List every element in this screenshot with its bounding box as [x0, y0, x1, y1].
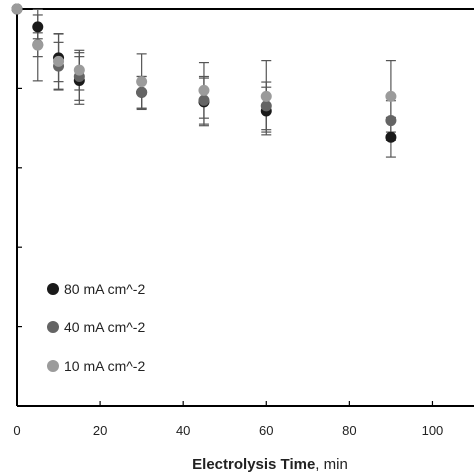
x-axis-title-main: Electrolysis Time: [192, 456, 315, 473]
legend-marker: [47, 283, 59, 295]
data-point: [53, 55, 65, 67]
x-axis-title-unit: , min: [315, 456, 348, 473]
legend-label: 80 mA cm^-2: [64, 281, 145, 297]
x-axis-title: Electrolysis Time, min: [192, 456, 348, 473]
data-point: [198, 84, 210, 96]
data-point: [11, 3, 23, 15]
legend-marker: [47, 321, 59, 333]
data-point: [260, 90, 272, 102]
data-point: [385, 90, 397, 102]
x-tick-label: 100: [422, 423, 444, 438]
data-point: [32, 39, 44, 51]
legend-label: 10 mA cm^-2: [64, 358, 145, 374]
data-point: [260, 100, 272, 112]
data-point: [136, 86, 148, 98]
data-point: [385, 115, 397, 127]
x-tick-label: 20: [93, 423, 107, 438]
data-point: [32, 21, 44, 33]
x-tick-label: 80: [342, 423, 356, 438]
legend-marker: [47, 360, 59, 372]
x-tick-label: 60: [259, 423, 273, 438]
x-tick-label: 40: [176, 423, 190, 438]
data-point: [73, 64, 85, 76]
data-point: [136, 76, 148, 88]
data-point: [198, 94, 210, 106]
legend-label: 40 mA cm^-2: [64, 319, 145, 335]
x-tick-label: 0: [13, 423, 20, 438]
data-point: [385, 131, 397, 143]
